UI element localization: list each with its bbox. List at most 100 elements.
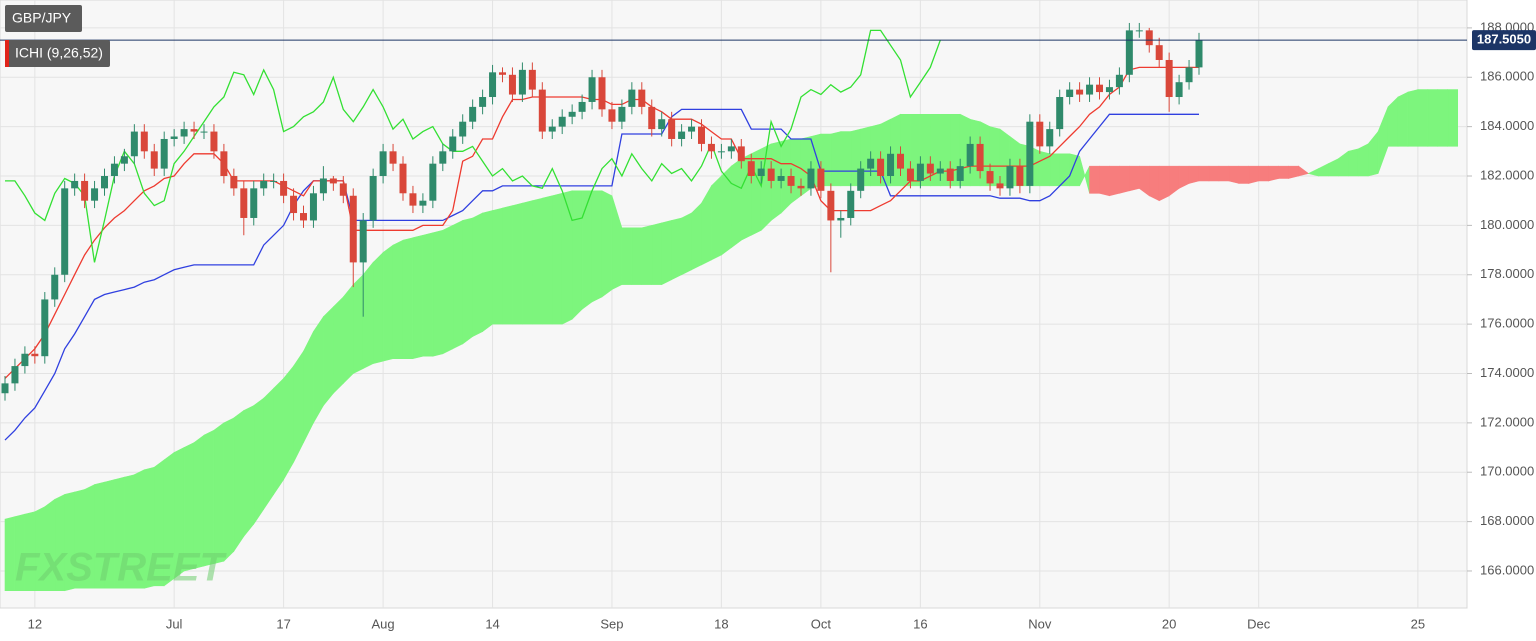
- candle-body: [1115, 74, 1123, 88]
- cloud-segment: [691, 202, 702, 271]
- candle-body: [61, 188, 69, 275]
- x-tick-label: 16: [913, 616, 927, 631]
- candle-body: [737, 146, 745, 162]
- candle-body: [797, 185, 805, 189]
- candle-body: [528, 69, 536, 90]
- x-tick-label: 25: [1411, 616, 1425, 631]
- candle-body: [409, 193, 417, 206]
- x-tick-label: Jul: [166, 616, 183, 631]
- candle-body: [717, 151, 725, 153]
- candles: [1, 22, 1203, 401]
- candle-body: [1096, 84, 1103, 93]
- candle-body: [668, 119, 676, 139]
- candle-body: [479, 97, 487, 107]
- candle-body: [1, 383, 9, 394]
- candle-body: [578, 101, 586, 112]
- candle-body: [220, 151, 228, 177]
- candle-body: [200, 131, 208, 133]
- cloud-segment: [362, 261, 374, 370]
- indicator-badge: [5, 40, 110, 67]
- candle-body: [976, 143, 984, 172]
- candle-body: [518, 69, 526, 95]
- cloud-segment: [223, 417, 235, 562]
- candle-body: [399, 163, 407, 194]
- watermark: FXSTREET: [15, 546, 227, 590]
- cloud-segment: [711, 175, 722, 261]
- candle-body: [548, 126, 556, 132]
- candle-body: [140, 131, 148, 152]
- candle-body: [359, 220, 367, 263]
- x-tick-label: 17: [276, 616, 290, 631]
- candle-body: [429, 163, 437, 201]
- candle-body: [240, 188, 248, 218]
- candle-body: [379, 151, 387, 177]
- cloud-segment: [1288, 165, 1299, 179]
- candle-body: [847, 190, 855, 218]
- cloud-segment: [790, 138, 802, 204]
- cloud-segment: [651, 222, 663, 285]
- cloud-segment: [671, 217, 682, 281]
- candle-body: [1036, 121, 1044, 147]
- candle-body: [906, 168, 914, 181]
- cloud-segment: [253, 397, 265, 526]
- cloud-segment: [591, 190, 603, 303]
- cloud-segment: [4, 516, 16, 592]
- cloud-segment: [1198, 165, 1210, 182]
- candle-body: [727, 146, 735, 152]
- cloud-segment: [303, 331, 314, 443]
- cloud-segment: [1347, 148, 1359, 177]
- cloud-segment: [840, 131, 852, 187]
- x-tick-label: Sep: [600, 616, 623, 631]
- candle-body: [389, 151, 397, 164]
- candle-body: [439, 151, 447, 164]
- cloud-segment: [571, 190, 583, 320]
- candle-body: [1086, 84, 1094, 95]
- candle-body: [1185, 67, 1193, 83]
- cloud-segment: [1228, 165, 1240, 184]
- candle-body: [1006, 166, 1014, 189]
- cloud-segment: [482, 210, 493, 333]
- candle-body: [270, 180, 278, 182]
- candle-body: [827, 190, 835, 221]
- candle-body: [160, 138, 168, 169]
- candle-body: [767, 168, 775, 181]
- cloud-segment: [323, 306, 334, 407]
- candle-body: [120, 156, 128, 164]
- cloud-segment: [721, 165, 732, 256]
- y-tick-label: 184.0000: [1480, 118, 1534, 133]
- candle-body: [648, 106, 656, 130]
- y-tick-label: 170.0000: [1480, 464, 1534, 479]
- cloud-segment: [870, 123, 881, 187]
- candle-body: [180, 129, 188, 137]
- cloud-segment: [641, 224, 653, 285]
- cloud-segment: [532, 197, 543, 325]
- candle-body: [638, 89, 646, 107]
- y-tick-label: 168.0000: [1480, 513, 1534, 528]
- indicator-label: ICHI (9,26,52): [15, 45, 103, 61]
- axes: 166.0000 168.0000 170.0000 172.0000 174.0000…: [0, 19, 1536, 631]
- cloud-segment: [283, 365, 294, 481]
- cloud-segment: [372, 251, 384, 364]
- candle-body: [130, 131, 138, 157]
- candle-body: [887, 153, 895, 177]
- cloud-segment: [422, 232, 434, 357]
- candle-body: [1046, 129, 1054, 147]
- candle-body: [688, 126, 696, 132]
- candle-body: [280, 180, 288, 196]
- y-tick-label: 178.0000: [1480, 266, 1534, 281]
- candle-body: [499, 72, 506, 75]
- candle-body: [349, 195, 357, 263]
- cloud-segment: [601, 190, 613, 298]
- candle-body: [936, 168, 944, 174]
- cloud-segment: [512, 202, 523, 325]
- symbol-badge: [5, 5, 82, 32]
- cloud-segment: [1099, 165, 1110, 197]
- candle-body: [698, 126, 705, 144]
- cloud-segment: [522, 200, 533, 325]
- y-tick-label: 176.0000: [1480, 316, 1534, 331]
- candle-body: [558, 116, 566, 127]
- cloud-segment: [1447, 89, 1458, 147]
- candle-body: [110, 163, 118, 177]
- cloud-segment: [1298, 165, 1310, 177]
